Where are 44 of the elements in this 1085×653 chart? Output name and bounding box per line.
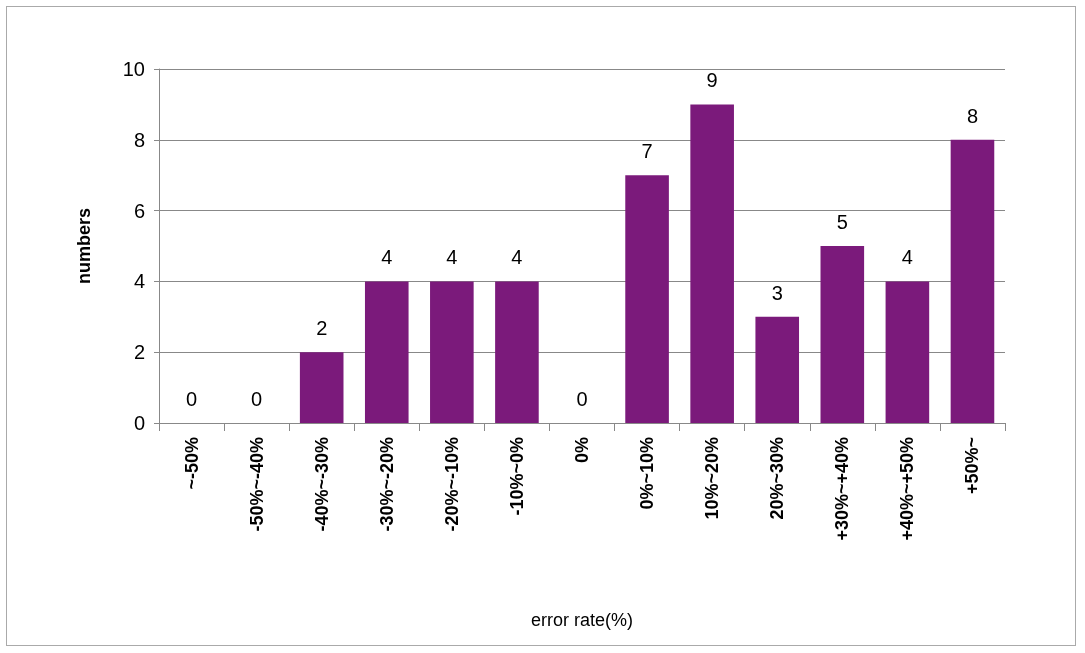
x-tick-label: -30%~-20% — [376, 437, 397, 532]
data-label: 9 — [706, 69, 718, 92]
bar — [690, 104, 734, 423]
y-tick-label: 10 — [122, 58, 145, 80]
data-label: 4 — [511, 246, 523, 269]
bar — [755, 316, 800, 423]
x-tick-label: 10%~20% — [702, 437, 723, 520]
data-label: 4 — [381, 246, 393, 269]
y-tick-label: 6 — [133, 199, 145, 222]
data-label: 5 — [836, 211, 848, 233]
data-label: 7 — [641, 140, 653, 163]
x-tick-label: 0% — [572, 437, 592, 464]
data-label: 2 — [316, 317, 328, 340]
x-tick-label: 0%~10% — [637, 437, 658, 510]
data-label: 0 — [251, 388, 263, 410]
data-label: 0 — [185, 388, 198, 410]
x-tick-label: +40%~+50% — [897, 437, 918, 541]
y-tick-label: 8 — [133, 128, 145, 151]
bar — [430, 281, 474, 423]
x-tick-label: -20%~-10% — [441, 437, 462, 532]
bar — [820, 246, 865, 423]
bar — [299, 352, 344, 423]
x-tick-label: +30%~+40% — [832, 437, 853, 541]
data-label: 8 — [966, 104, 979, 127]
x-tick-label: -50%~-40% — [246, 437, 267, 532]
bar — [495, 281, 539, 423]
data-label: 3 — [771, 281, 783, 304]
x-axis-title: error rate(%) — [530, 610, 634, 630]
x-tick-label: 20%~30% — [767, 437, 788, 520]
x-tick-label: -10%~0% — [506, 437, 527, 516]
y-axis-title: numbers — [74, 207, 94, 285]
x-tick-label: -40%~-30% — [311, 437, 332, 532]
data-label: 0 — [576, 388, 588, 410]
data-label: 4 — [901, 246, 913, 269]
y-tick-label: 4 — [133, 270, 145, 293]
y-tick-label: 2 — [133, 341, 145, 364]
y-tick-label: 0 — [133, 412, 145, 434]
data-label: 4 — [446, 246, 458, 269]
x-tick-label: ~-50% — [181, 437, 202, 490]
bar — [950, 139, 995, 423]
bar — [364, 281, 409, 423]
x-tick-label: +50%~ — [962, 437, 983, 495]
bar — [885, 281, 930, 423]
bar — [625, 175, 669, 423]
